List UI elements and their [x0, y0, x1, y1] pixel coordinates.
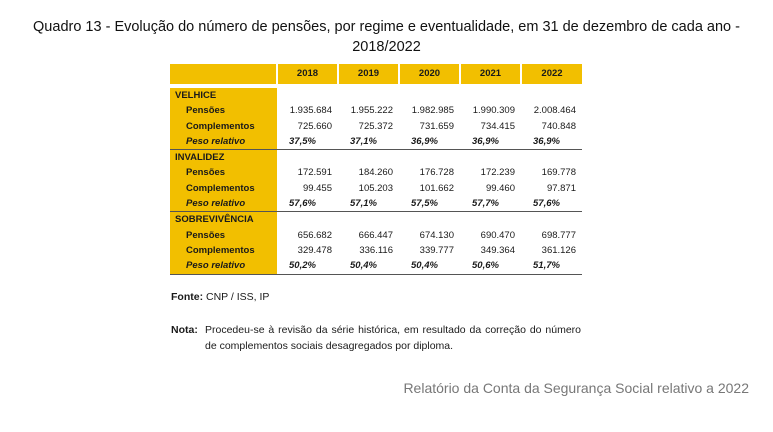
cell: 50,4% — [399, 258, 460, 275]
cell: 734.415 — [480, 120, 515, 132]
cell: 725.372 — [358, 120, 393, 132]
note-block: Nota: Procedeu-se à revisão da série his… — [171, 322, 581, 354]
table-row: Pensões 172.591 184.260 176.728 172.239 … — [170, 165, 582, 181]
row-label: Pensões — [170, 103, 277, 119]
cell: 36,9% — [399, 133, 460, 151]
cell: 176.728 — [419, 167, 454, 179]
row-label: Pensões — [170, 165, 277, 181]
table-row: Pensões 656.682 666.447 674.130 690.470 … — [170, 227, 582, 243]
row-label: Complementos — [170, 118, 277, 134]
cell: 57,7% — [460, 196, 521, 213]
cell: 51,7% — [521, 258, 582, 275]
cell: 336.116 — [359, 244, 393, 256]
cell: 57,1% — [338, 196, 399, 213]
source-line: Fonte: CNP / ISS, IP — [171, 291, 269, 303]
cell: 172.591 — [297, 167, 332, 179]
row-label: Peso relativo — [170, 196, 277, 213]
section-label: INVALIDEZ — [170, 149, 277, 166]
year-header: 2020 — [398, 64, 460, 84]
cell: 37,1% — [338, 133, 399, 151]
cell: 50,4% — [338, 258, 399, 275]
cell: 1.935.684 — [289, 105, 332, 117]
table-row: Complementos 329.478 336.116 339.777 349… — [170, 242, 582, 259]
cell: 172.239 — [480, 167, 515, 179]
cell: 99.455 — [302, 182, 332, 194]
header-corner — [170, 64, 277, 84]
cell: 698.777 — [541, 229, 576, 241]
cell: 99.460 — [485, 182, 515, 194]
cell: 57,6% — [521, 196, 582, 213]
section-row: VELHICE — [170, 88, 582, 104]
cell: 184.260 — [358, 167, 393, 179]
cell: 169.778 — [541, 167, 576, 179]
page-title: Quadro 13 - Evolução do número de pensõe… — [33, 19, 740, 55]
pensions-table: 2018 2019 2020 2021 2022 VELHICE Pensões… — [170, 64, 582, 275]
cell: 101.662 — [419, 182, 454, 194]
section-row: INVALIDEZ — [170, 149, 582, 166]
section-label: VELHICE — [170, 88, 277, 104]
section-label: SOBREVIVÊNCIA — [170, 211, 277, 228]
cell: 1.982.985 — [411, 105, 454, 117]
section-row: SOBREVIVÊNCIA — [170, 211, 582, 228]
cell: 1.955.222 — [350, 105, 393, 117]
cell: 2.008.464 — [533, 105, 576, 117]
year-header: 2022 — [520, 64, 582, 84]
report-footer: Relatório da Conta da Segurança Social r… — [403, 380, 749, 396]
cell: 329.478 — [297, 244, 332, 256]
cell: 666.447 — [358, 229, 393, 241]
table-row: Peso relativo 37,5% 37,1% 36,9% 36,9% 36… — [170, 133, 582, 151]
cell: 731.659 — [419, 120, 454, 132]
cell: 339.777 — [419, 244, 454, 256]
cell: 690.470 — [480, 229, 515, 241]
cell: 740.848 — [541, 120, 576, 132]
cell: 725.660 — [297, 120, 332, 132]
table-row: Complementos 99.455 105.203 101.662 99.4… — [170, 180, 582, 197]
cell: 105.203 — [358, 182, 393, 194]
cell: 361.126 — [541, 244, 576, 256]
row-label: Complementos — [170, 242, 277, 259]
cell: 1.990.309 — [472, 105, 515, 117]
year-header: 2021 — [459, 64, 521, 84]
cell: 674.130 — [419, 229, 454, 241]
source-label: Fonte: — [171, 291, 204, 303]
cell: 57,6% — [277, 196, 338, 213]
cell: 50,2% — [277, 258, 338, 275]
source-text: CNP / ISS, IP — [206, 291, 270, 303]
cell: 57,5% — [399, 196, 460, 213]
note-label: Nota: — [171, 324, 198, 336]
cell: 656.682 — [297, 229, 332, 241]
table-row: Peso relativo 50,2% 50,4% 50,4% 50,6% 51… — [170, 258, 582, 275]
cell: 97.871 — [546, 182, 576, 194]
year-header: 2019 — [337, 64, 399, 84]
row-label: Peso relativo — [170, 133, 277, 151]
note-text: Procedeu-se à revisão da série histórica… — [205, 324, 581, 352]
table-row: Peso relativo 57,6% 57,1% 57,5% 57,7% 57… — [170, 196, 582, 213]
table-row: Pensões 1.935.684 1.955.222 1.982.985 1.… — [170, 103, 582, 119]
cell: 36,9% — [521, 133, 582, 151]
cell: 37,5% — [277, 133, 338, 151]
row-label: Pensões — [170, 227, 277, 243]
table-row: Complementos 725.660 725.372 731.659 734… — [170, 118, 582, 134]
year-header: 2018 — [276, 64, 338, 84]
row-label: Peso relativo — [170, 258, 277, 275]
cell: 50,6% — [460, 258, 521, 275]
cell: 36,9% — [460, 133, 521, 151]
table-header-row: 2018 2019 2020 2021 2022 — [170, 64, 582, 84]
row-label: Complementos — [170, 180, 277, 197]
cell: 349.364 — [480, 244, 515, 256]
